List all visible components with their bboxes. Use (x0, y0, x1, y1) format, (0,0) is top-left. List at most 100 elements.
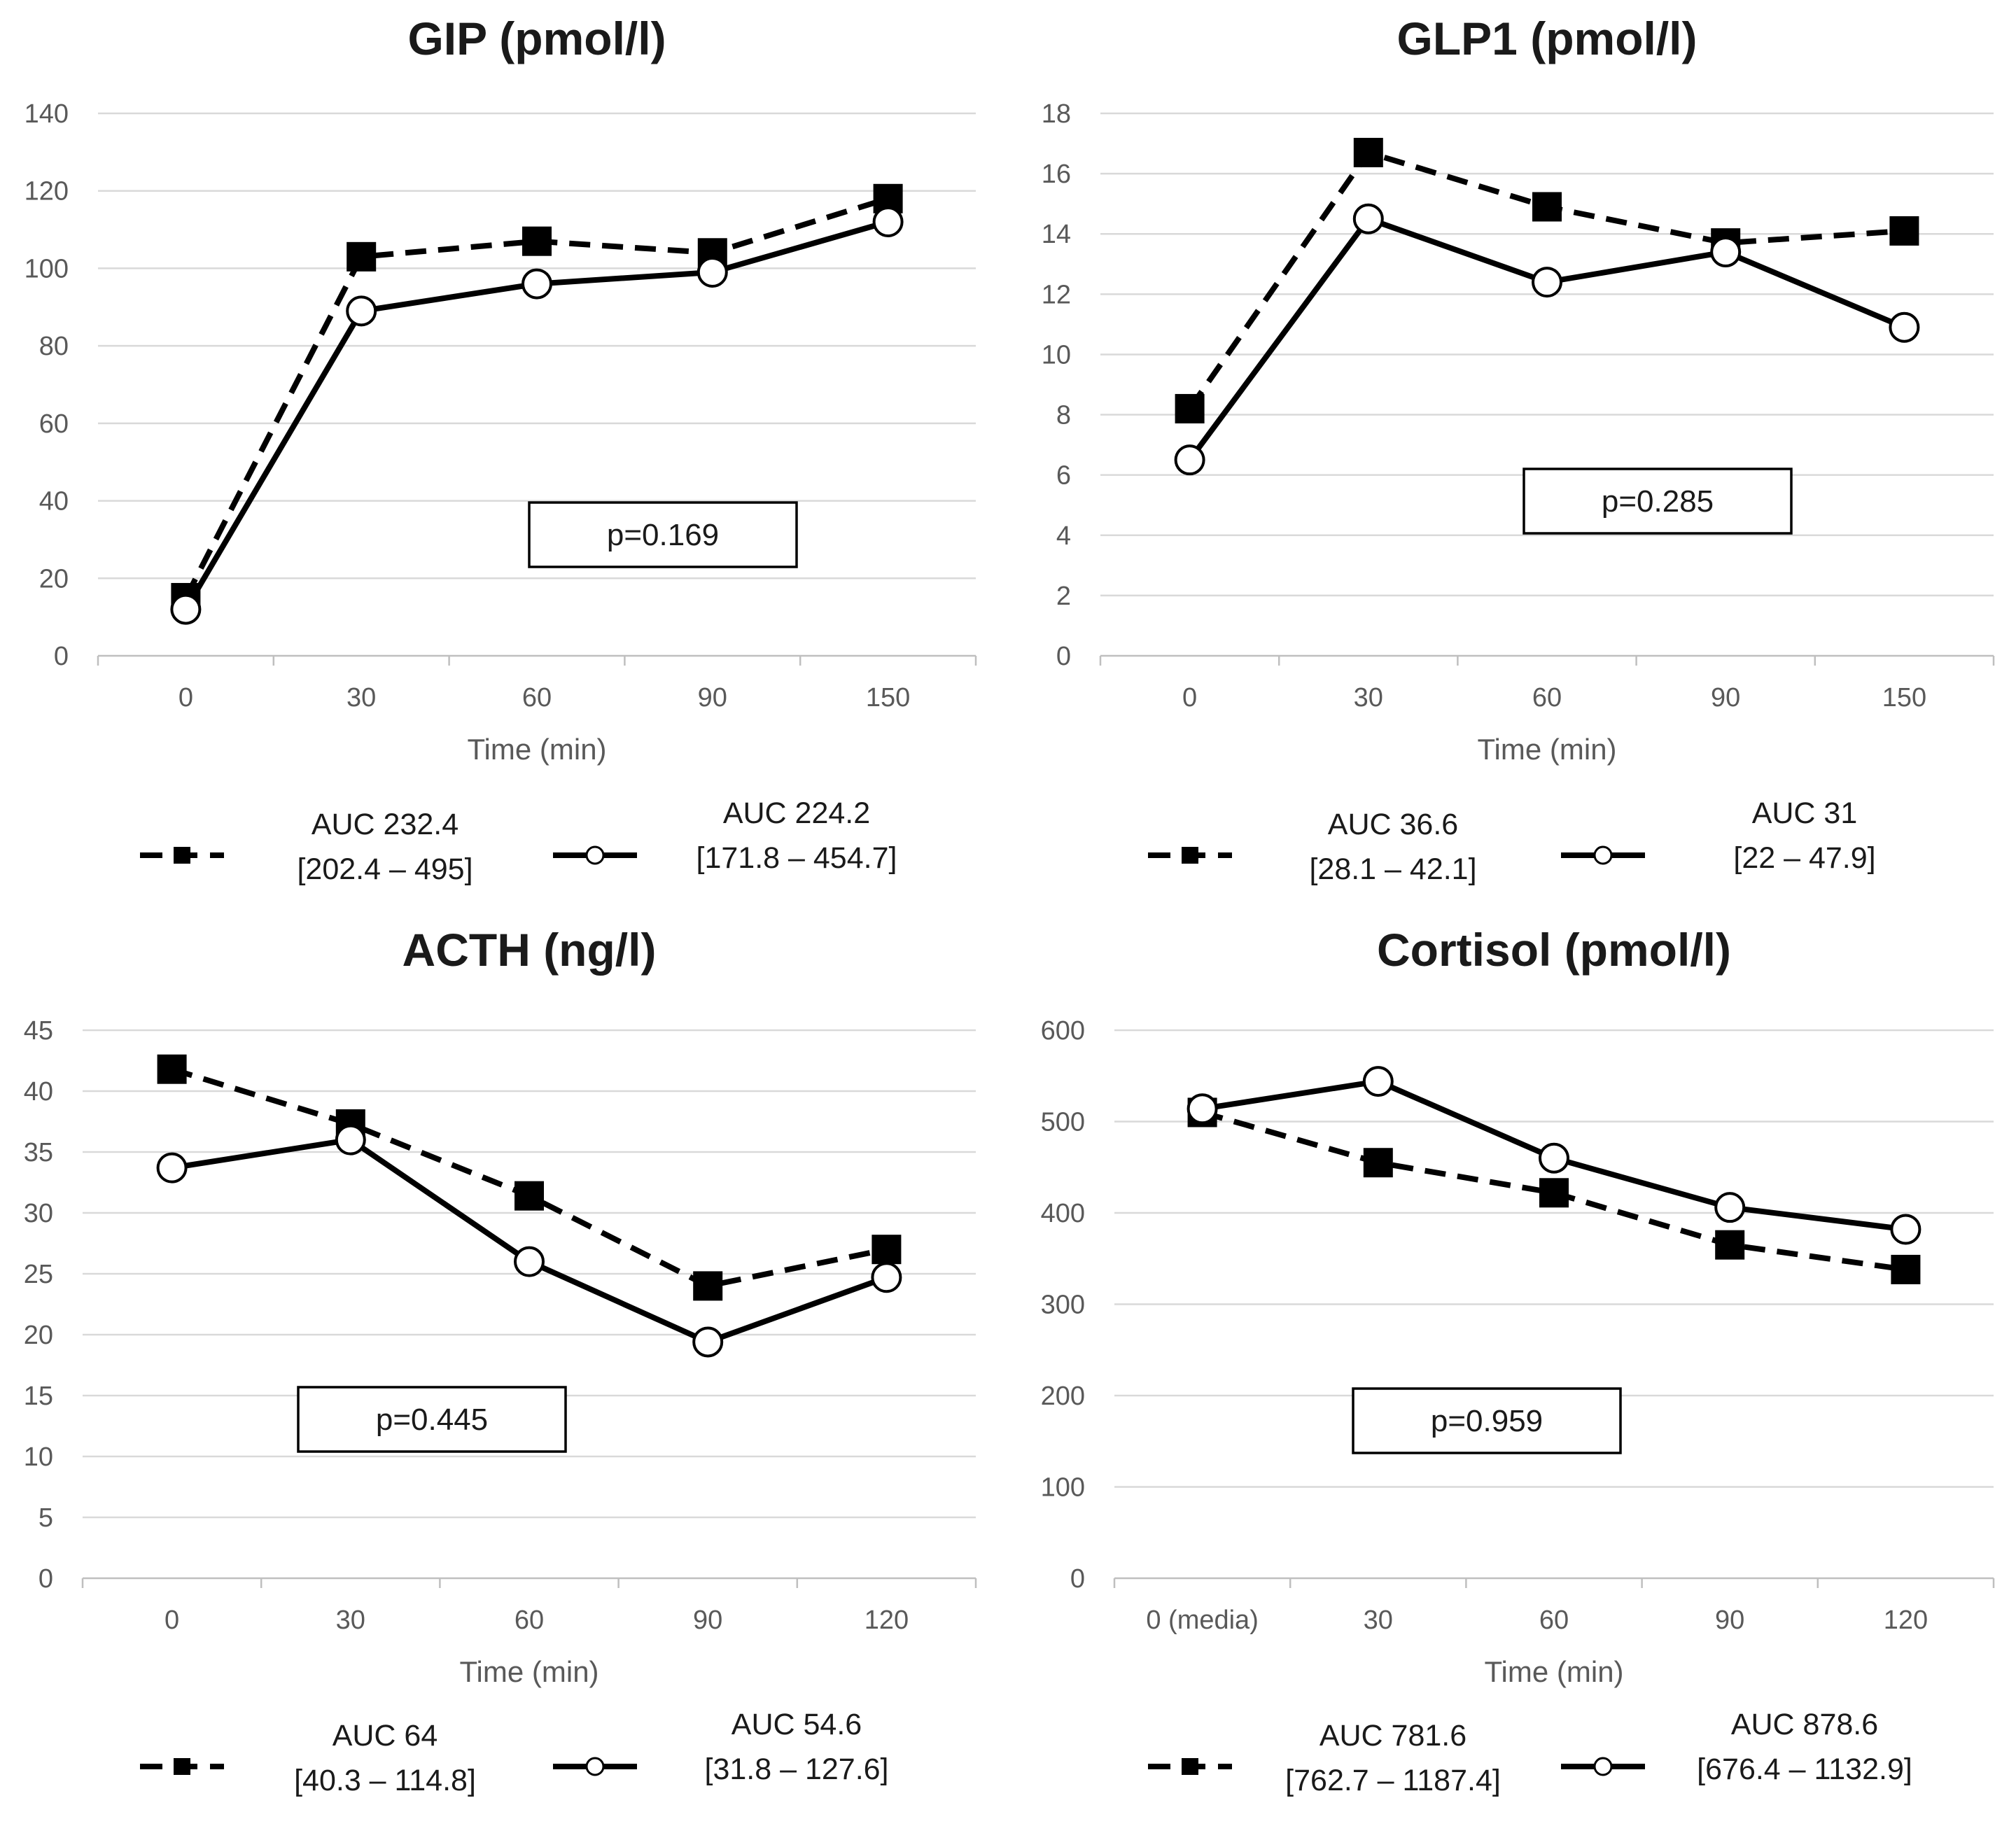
y-tick-label: 14 (1042, 220, 1071, 249)
data-point-circle (1539, 1142, 1569, 1174)
data-point-circle (170, 594, 202, 625)
series-solid-line (171, 1137, 888, 1345)
data-point-square (1532, 192, 1562, 222)
chart-title: ACTH (ng/l) (402, 924, 657, 976)
legend-auc-solid: AUC 878.6 (1731, 1708, 1878, 1741)
x-axis-title: Time (min) (1484, 1655, 1623, 1688)
x-tick-label: 0 (178, 683, 193, 712)
legend-range-solid: [31.8 – 127.6] (705, 1753, 889, 1786)
legend-circle-marker (1593, 1757, 1613, 1776)
data-point-square (693, 1271, 723, 1301)
data-point-circle (1362, 1066, 1394, 1097)
data-point-circle (514, 1246, 545, 1277)
chart-title: GIP (pmol/l) (407, 13, 666, 64)
legend-auc-solid: AUC 224.2 (723, 796, 870, 830)
legend-range-dashed: [762.7 – 1187.4] (1285, 1764, 1501, 1797)
y-tick-label: 35 (24, 1138, 53, 1167)
data-point-square (514, 1181, 544, 1211)
y-tick-label: 30 (24, 1199, 53, 1228)
y-tick-label: 80 (39, 332, 69, 361)
chart-title: Cortisol (pmol/l) (1377, 924, 1731, 976)
x-tick-label: 60 (522, 683, 552, 712)
y-tick-label: 8 (1056, 401, 1071, 430)
y-tick-label: 5 (38, 1503, 53, 1533)
data-point-circle (156, 1152, 188, 1184)
x-tick-label: 0 (media) (1146, 1606, 1259, 1635)
y-tick-label: 0 (38, 1564, 53, 1594)
x-tick-label: 90 (698, 683, 727, 712)
y-tick-label: 120 (24, 177, 69, 206)
p-value-box (1522, 468, 1793, 535)
x-tick-label: 30 (1364, 1606, 1393, 1635)
data-point-circle (346, 295, 377, 327)
y-tick-label: 100 (24, 254, 69, 283)
data-point-square (157, 1054, 187, 1084)
legend-square-marker (1182, 1758, 1198, 1775)
y-tick-label: 500 (1041, 1108, 1085, 1137)
legend-auc-dashed: AUC 36.6 (1328, 808, 1458, 841)
series-solid-line (1187, 216, 1905, 462)
y-tick-label: 20 (39, 564, 69, 594)
y-tick-label: 2 (1056, 582, 1071, 611)
chart-acth: ACTH (ng/l) 0 5 10 15 20 25 30 35 40 45 0 30 60 90 120 T… (0, 911, 1008, 1823)
data-point-square (872, 1235, 902, 1265)
x-tick-label: 60 (1532, 683, 1562, 712)
chart-gip: GIP (pmol/l) 0 20 40 60 80 100 120 140 0 30 60 90 150… (0, 0, 1008, 911)
data-point-circle (1714, 1192, 1746, 1223)
y-tick-label: 18 (1042, 99, 1071, 129)
x-axis-title: Time (min) (1477, 733, 1616, 766)
x-tick-label: 90 (1711, 683, 1740, 712)
y-tick-label: 300 (1041, 1291, 1085, 1320)
legend-auc-solid: AUC 54.6 (732, 1708, 862, 1741)
data-point-square (346, 241, 377, 272)
x-tick-label: 0 (164, 1606, 179, 1635)
y-tick-label: 4 (1056, 521, 1071, 551)
legend-auc-dashed: AUC 64 (332, 1719, 438, 1753)
chart-cortisol-svg: Cortisol (pmol/l) 0 100 200 300 400 500 600 0 (m… (1041, 924, 1995, 1797)
p-value-label: p=0.285 (1602, 484, 1714, 519)
y-tick-label: 6 (1056, 461, 1071, 491)
p-value-box (297, 1386, 567, 1453)
y-tick-label: 0 (54, 642, 69, 671)
legend-square-marker (174, 1758, 190, 1775)
x-tick-label: 90 (1715, 1606, 1744, 1635)
y-tick-label: 0 (1056, 642, 1071, 671)
x-tick-label: 120 (1884, 1606, 1928, 1635)
data-point-circle (1352, 203, 1384, 234)
y-tick-label: 12 (1042, 280, 1071, 309)
y-tick-label: 40 (24, 1077, 53, 1107)
legend-range-dashed: [28.1 – 42.1] (1309, 852, 1476, 886)
data-point-circle (1174, 444, 1205, 476)
y-tick-label: 400 (1041, 1199, 1085, 1228)
legend-range-dashed: [40.3 – 114.8] (294, 1764, 476, 1797)
legend-circle-marker (585, 845, 605, 865)
data-point-circle (1532, 267, 1562, 298)
y-tick-label: 140 (24, 99, 69, 129)
y-tick-label: 25 (24, 1260, 53, 1289)
data-point-circle (1889, 311, 1920, 343)
p-value-label: p=0.445 (376, 1403, 488, 1437)
y-tick-label: 100 (1041, 1473, 1085, 1503)
data-point-circle (872, 206, 904, 237)
data-point-square (1889, 216, 1919, 246)
y-tick-label: 60 (39, 409, 69, 439)
x-axis-title: Time (min) (459, 1655, 598, 1688)
legend-circle-marker (1593, 845, 1613, 865)
legend-auc-dashed: AUC 232.4 (312, 808, 458, 841)
x-tick-label: 60 (1539, 1606, 1569, 1635)
legend-circle-marker (585, 1757, 605, 1776)
y-tick-label: 600 (1041, 1016, 1085, 1046)
y-tick-label: 16 (1042, 160, 1071, 189)
data-point-square (1363, 1148, 1393, 1178)
chart-cortisol: Cortisol (pmol/l) 0 100 200 300 400 500 600 0 (m… (1008, 911, 2016, 1823)
data-point-circle (1186, 1093, 1218, 1125)
data-point-circle (335, 1124, 366, 1156)
p-value-label: p=0.959 (1431, 1404, 1543, 1438)
data-point-circle (871, 1262, 902, 1293)
chart-gip-svg: GIP (pmol/l) 0 20 40 60 80 100 120 140 0 30 60 90 150… (24, 13, 977, 886)
data-point-square (1353, 137, 1383, 167)
chart-glp1-svg: GLP1 (pmol/l) 0 2 4 6 8 10 12 14 16 18 0 30 60 90 150 Ti… (1042, 13, 1995, 886)
p-value-box (528, 501, 798, 568)
x-tick-label: 0 (1182, 683, 1197, 712)
data-point-square (1539, 1178, 1569, 1208)
